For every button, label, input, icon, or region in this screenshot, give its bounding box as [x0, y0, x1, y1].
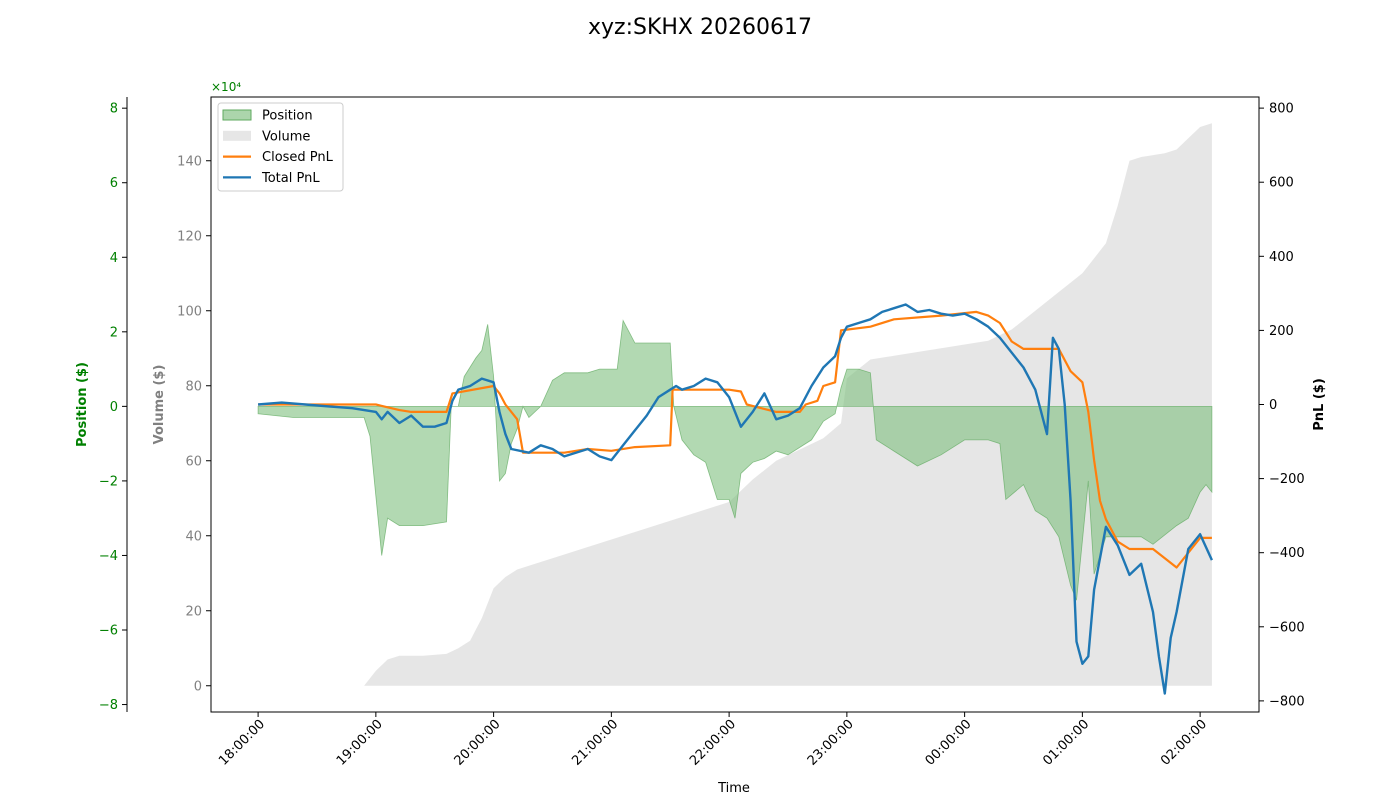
legend-swatch-volume: [223, 130, 251, 141]
position-tick-label: 6: [110, 176, 118, 191]
volume-tick-label: 140: [177, 154, 202, 169]
total-pnl-line: [258, 303, 1213, 695]
position-axis-label: Position ($): [75, 362, 90, 447]
pnl-tick-label: −400: [1269, 546, 1305, 561]
pnl-tick-label: −600: [1269, 620, 1305, 635]
volume-tick-label: 120: [177, 229, 202, 244]
volume-tick-label: 20: [185, 604, 202, 619]
x-tick-label: 00:00:00: [923, 717, 975, 769]
closed-pnl-line: [258, 310, 1212, 569]
legend-label-volume: Volume: [262, 129, 310, 144]
pnl-tick-label: 400: [1269, 250, 1294, 265]
plot-area: [257, 123, 1213, 695]
x-tick-label: 18:00:00: [216, 717, 268, 769]
volume-tick-label: 100: [177, 304, 202, 319]
x-tick-label: 22:00:00: [687, 717, 739, 769]
volume-tick-label: 40: [185, 529, 202, 544]
x-tick-label: 21:00:00: [569, 717, 621, 769]
pnl-tick-label: 0: [1269, 398, 1277, 413]
legend-label-closed-pnl: Closed PnL: [262, 150, 334, 165]
position-tick-label: 2: [110, 325, 118, 340]
x-tick-label: 01:00:00: [1040, 717, 1092, 769]
pnl-tick-label: 200: [1269, 324, 1294, 339]
position-tick-label: −6: [99, 624, 118, 639]
legend-label-position: Position: [262, 109, 313, 124]
legend: Position Volume Closed PnL Total PnL: [217, 102, 344, 192]
position-tick-label: −2: [99, 474, 118, 489]
x-tick-label: 20:00:00: [452, 717, 504, 769]
pnl-tick-label: 800: [1269, 102, 1294, 117]
position-tick-label: −4: [99, 549, 118, 564]
x-tick-label: 19:00:00: [334, 717, 386, 769]
position-axis-offset-text: ×10⁴: [211, 80, 241, 94]
pnl-tick-label: −800: [1269, 694, 1305, 709]
position-tick-label: 8: [110, 102, 118, 117]
chart-title: xyz:SKHX 20260617: [588, 15, 812, 40]
pnl-axis-label: PnL ($): [1312, 378, 1327, 431]
volume-axis-label: Volume ($): [152, 365, 167, 445]
x-tick-label: 02:00:00: [1158, 717, 1210, 769]
volume-tick-label: 80: [185, 379, 202, 394]
volume-tick-label: 60: [185, 454, 202, 469]
legend-label-total-pnl: Total PnL: [261, 171, 320, 186]
pnl-tick-label: −200: [1269, 472, 1305, 487]
x-axis-label: Time: [717, 781, 750, 796]
x-tick-label: 23:00:00: [805, 717, 857, 769]
position-tick-label: 4: [110, 251, 118, 266]
legend-swatch-position: [222, 109, 252, 121]
position-tick-label: −8: [99, 698, 118, 713]
volume-tick-label: 0: [194, 679, 202, 694]
volume-area: [258, 123, 1212, 686]
pnl-tick-label: 600: [1269, 176, 1294, 191]
legend-box: [217, 102, 344, 192]
position-tick-label: 0: [110, 400, 118, 415]
